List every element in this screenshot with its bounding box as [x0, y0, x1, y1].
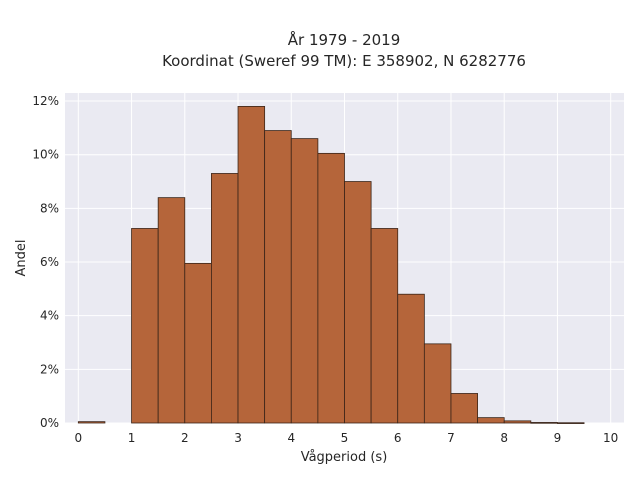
- x-tick-label: 0: [74, 431, 82, 445]
- histogram-bar: [397, 293, 425, 424]
- y-tick-label: 8%: [40, 201, 59, 215]
- chart-title-line-2: Koordinat (Sweref 99 TM): E 358902, N 62…: [162, 52, 526, 70]
- x-tick-label: 3: [234, 431, 242, 445]
- x-tick-label: 2: [181, 431, 189, 445]
- chart-title-line-1: År 1979 - 2019: [288, 30, 401, 49]
- y-tick-label: 2%: [40, 362, 59, 376]
- x-tick-label: 9: [554, 431, 562, 445]
- x-tick-label: 10: [603, 431, 618, 445]
- x-tick-label: 1: [128, 431, 136, 445]
- x-tick-label: 5: [341, 431, 349, 445]
- histogram-bar: [211, 173, 239, 424]
- histogram-bar: [77, 421, 106, 424]
- histogram-bar: [131, 228, 159, 424]
- histogram-bar: [477, 417, 505, 424]
- y-tick-label: 0%: [40, 416, 59, 430]
- histogram-bar: [530, 422, 558, 424]
- histogram-bar: [264, 130, 292, 424]
- x-tick-label: 7: [447, 431, 455, 445]
- y-tick-label: 10%: [32, 148, 59, 162]
- histogram-bar: [157, 197, 186, 424]
- plot-area: 0 1 2 3 4 5 6 7 8 9 10 0% 2% 4% 6% 8% 10% 12%: [32, 93, 624, 445]
- histogram-bar: [557, 422, 585, 424]
- y-tick-label: 4%: [40, 309, 59, 323]
- y-tick-label: 6%: [40, 255, 59, 269]
- histogram-bar: [290, 138, 319, 424]
- histogram-bar: [237, 106, 266, 424]
- histogram-bar: [370, 228, 399, 424]
- y-tick-label: 12%: [32, 94, 59, 108]
- histogram-bar: [344, 181, 372, 424]
- x-tick-label: 6: [394, 431, 402, 445]
- histogram-bar: [503, 420, 532, 424]
- x-tick-label: 8: [500, 431, 508, 445]
- histogram-bar: [184, 262, 212, 424]
- histogram-bar: [423, 343, 452, 424]
- histogram-bar: [450, 393, 478, 424]
- x-tick-label: 4: [287, 431, 295, 445]
- x-axis-label: Vågperiod (s): [301, 450, 388, 465]
- histogram-bar: [317, 152, 345, 424]
- y-axis-label: Andel: [14, 240, 29, 277]
